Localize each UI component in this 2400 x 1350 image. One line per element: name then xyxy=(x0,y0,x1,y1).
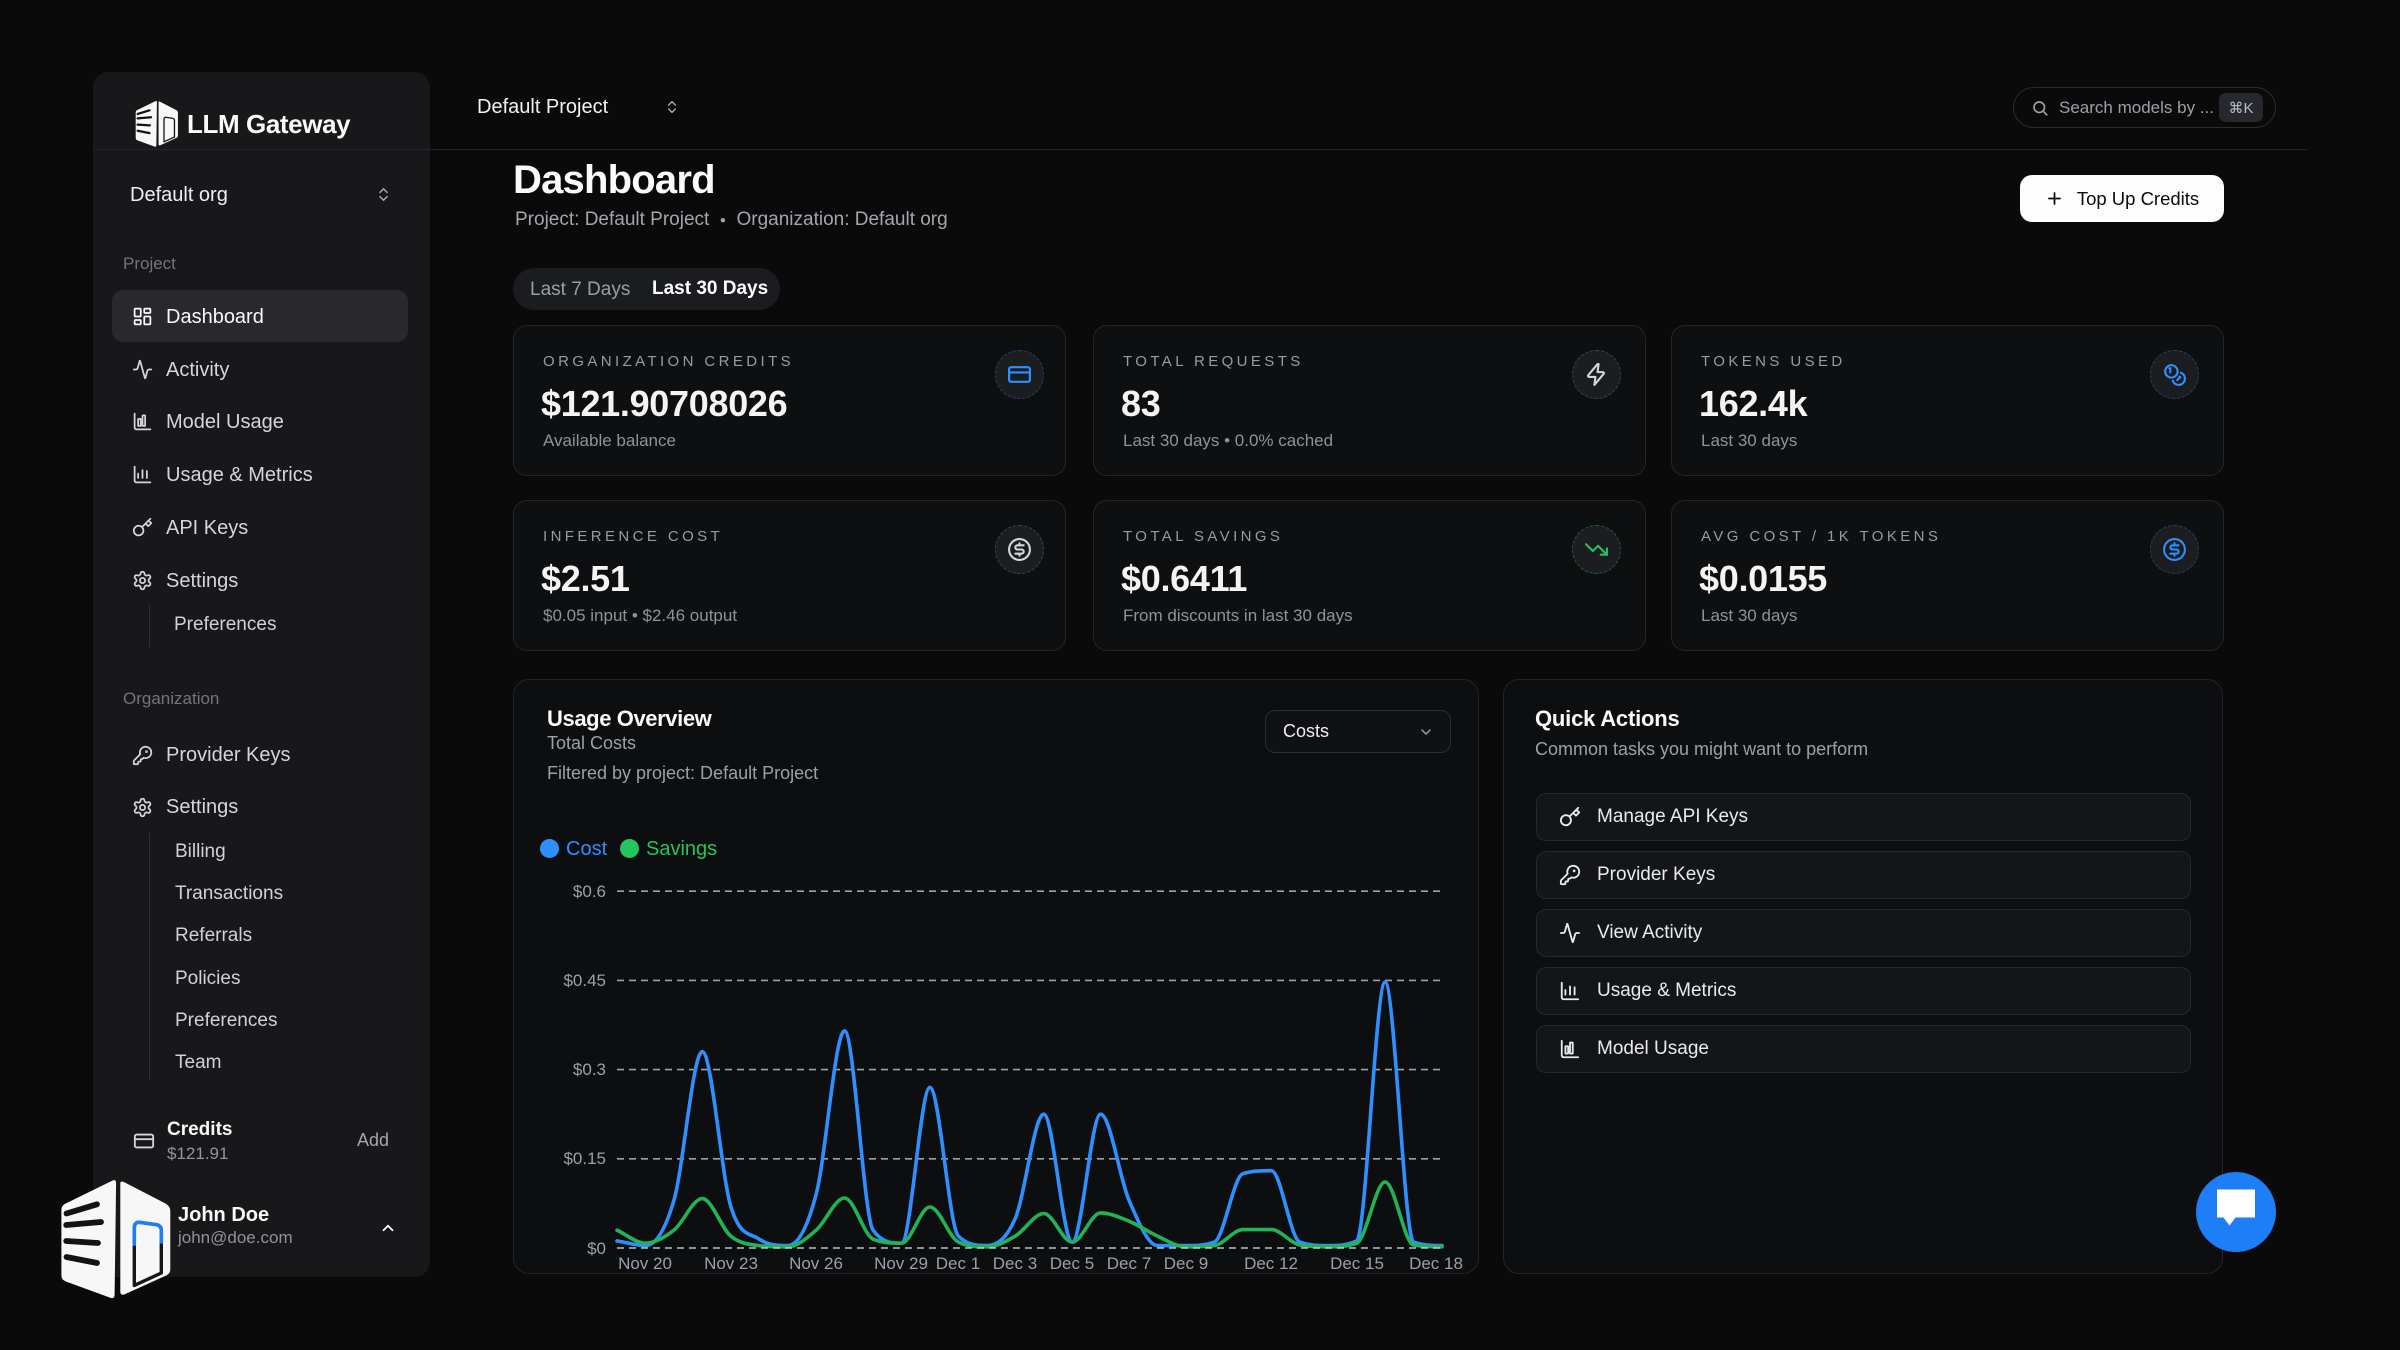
svg-text:Nov 20: Nov 20 xyxy=(618,1254,672,1273)
svg-text:Nov 23: Nov 23 xyxy=(704,1254,758,1273)
svg-text:Nov 26: Nov 26 xyxy=(789,1254,843,1273)
svg-text:Dec 12: Dec 12 xyxy=(1244,1254,1298,1273)
svg-text:Dec 3: Dec 3 xyxy=(993,1254,1037,1273)
svg-text:Dec 18: Dec 18 xyxy=(1409,1254,1463,1273)
svg-text:Dec 1: Dec 1 xyxy=(936,1254,980,1273)
svg-text:$0.3: $0.3 xyxy=(573,1060,606,1079)
svg-text:Dec 15: Dec 15 xyxy=(1330,1254,1384,1273)
svg-text:Dec 7: Dec 7 xyxy=(1107,1254,1151,1273)
svg-text:Dec 9: Dec 9 xyxy=(1164,1254,1208,1273)
svg-text:Dec 5: Dec 5 xyxy=(1050,1254,1094,1273)
svg-text:$0: $0 xyxy=(587,1239,606,1258)
svg-text:$0.45: $0.45 xyxy=(563,971,606,990)
svg-text:$0.6: $0.6 xyxy=(573,882,606,901)
svg-text:Nov 29: Nov 29 xyxy=(874,1254,928,1273)
svg-text:$0.15: $0.15 xyxy=(563,1149,606,1168)
